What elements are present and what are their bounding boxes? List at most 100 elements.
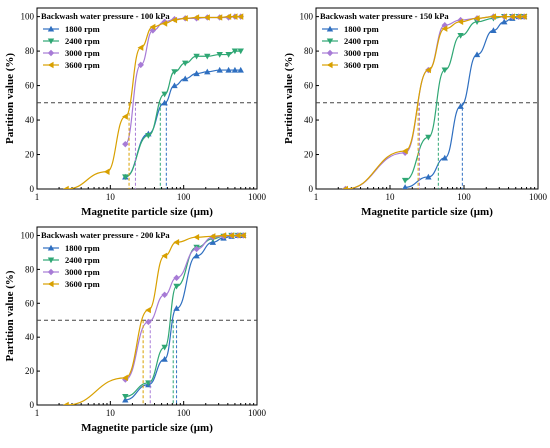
data-point [401, 177, 409, 184]
data-point [220, 232, 227, 239]
y-tick-label: 60 [25, 81, 35, 91]
chart-panel-3: 0 20 40 60 80 100 1 10 100 1000 Magnetite particle… [4, 226, 267, 434]
data-point [145, 133, 152, 139]
data-point [441, 25, 448, 32]
x-tick-label: 100 [457, 192, 471, 202]
y-tick-label: 20 [25, 150, 35, 160]
legend-label: 3000 rpm [65, 48, 100, 58]
legend-label: 2400 rpm [65, 36, 100, 46]
data-point [204, 53, 211, 60]
data-point [225, 66, 232, 73]
series-1800-rpm [402, 13, 528, 189]
legend-label: 3600 rpm [344, 60, 379, 70]
data-point [161, 252, 168, 260]
data-point [216, 66, 223, 73]
x-tick-label: 10 [386, 192, 396, 202]
x-axis-label: Magnetite particle size (μm) [361, 206, 493, 218]
y-tick-label: 0 [30, 184, 35, 194]
x-tick-label: 10 [106, 408, 116, 418]
data-point [193, 14, 200, 21]
series-3600-rpm [342, 13, 527, 189]
y-tick-label: 0 [309, 184, 314, 194]
data-point [342, 185, 349, 189]
data-point [209, 233, 216, 240]
data-point [204, 14, 210, 21]
legend-title: Backwash water pressure - 100 kPa [41, 11, 170, 21]
data-point [237, 66, 244, 73]
y-tick-label: 100 [21, 12, 35, 22]
data-point [161, 99, 168, 106]
x-tick-label: 1 [35, 192, 40, 202]
legend-marker [47, 38, 55, 45]
data-point [231, 66, 239, 73]
data-point [457, 33, 464, 39]
data-point [473, 51, 481, 58]
series-3600-rpm [62, 232, 246, 405]
data-point [103, 168, 110, 175]
data-point [231, 48, 239, 55]
data-point [161, 356, 168, 362]
legend-label: 1800 rpm [65, 24, 100, 34]
chart-panel-1: 0 20 40 60 80 100 1 10 100 1000 Magnetite particle… [4, 7, 267, 218]
plot-frame [36, 7, 258, 190]
y-tick-label: 20 [25, 366, 35, 376]
y-tick-label: 100 [21, 230, 35, 240]
legend-marker [47, 49, 55, 57]
data-point [173, 283, 180, 290]
data-point [237, 13, 244, 20]
legend-marker [47, 268, 55, 276]
y-tick-label: 20 [304, 150, 314, 160]
data-point [173, 305, 180, 311]
data-point [234, 232, 241, 239]
legend-title: Backwash water pressure - 200 kPa [41, 230, 170, 240]
x-tick-label: 1 [314, 192, 319, 202]
data-point [171, 82, 178, 89]
data-point [441, 67, 448, 74]
series-2400-rpm [122, 48, 244, 189]
y-tick-label: 40 [25, 115, 35, 125]
data-point [473, 15, 480, 22]
legend-label: 3000 rpm [344, 48, 379, 58]
data-point [145, 306, 151, 314]
data-point [137, 44, 144, 51]
y-tick-label: 60 [25, 298, 35, 308]
data-point [62, 401, 69, 405]
x-tick-label: 1000 [248, 192, 267, 202]
data-point [122, 113, 128, 120]
y-tick-label: 60 [304, 81, 314, 91]
legend-marker [326, 49, 334, 57]
data-point [173, 274, 180, 282]
data-point [161, 91, 168, 98]
legend: Backwash water pressure - 200 kPa 1800 rp… [41, 230, 170, 289]
data-point [122, 140, 129, 148]
legend-title: Backwash water pressure - 150 kPa [320, 11, 449, 21]
x-tick-label: 1000 [248, 408, 267, 418]
legend-label: 1800 rpm [344, 24, 379, 34]
data-point [122, 374, 128, 382]
data-point [182, 75, 189, 82]
data-point [240, 232, 246, 239]
data-point [122, 174, 129, 181]
x-tick-label: 10 [106, 192, 116, 202]
data-point [171, 69, 178, 75]
data-point [193, 245, 200, 253]
y-tick-label: 40 [25, 332, 35, 342]
legend-label: 3600 rpm [65, 279, 100, 289]
data-point [161, 20, 168, 27]
data-point [149, 27, 157, 34]
series-3000-rpm [122, 13, 244, 189]
data-point [402, 184, 408, 189]
series-1800-rpm [122, 232, 247, 405]
data-point [237, 48, 244, 55]
legend-marker [326, 25, 334, 32]
data-point [457, 18, 464, 25]
legend-marker [47, 280, 54, 288]
data-point [401, 147, 408, 155]
legend-marker [326, 61, 333, 69]
legend: Backwash water pressure - 150 kPa 1800 rp… [320, 11, 449, 70]
data-point [137, 61, 144, 69]
plot-frame [36, 226, 258, 406]
data-point [425, 66, 431, 74]
data-point [193, 233, 200, 241]
